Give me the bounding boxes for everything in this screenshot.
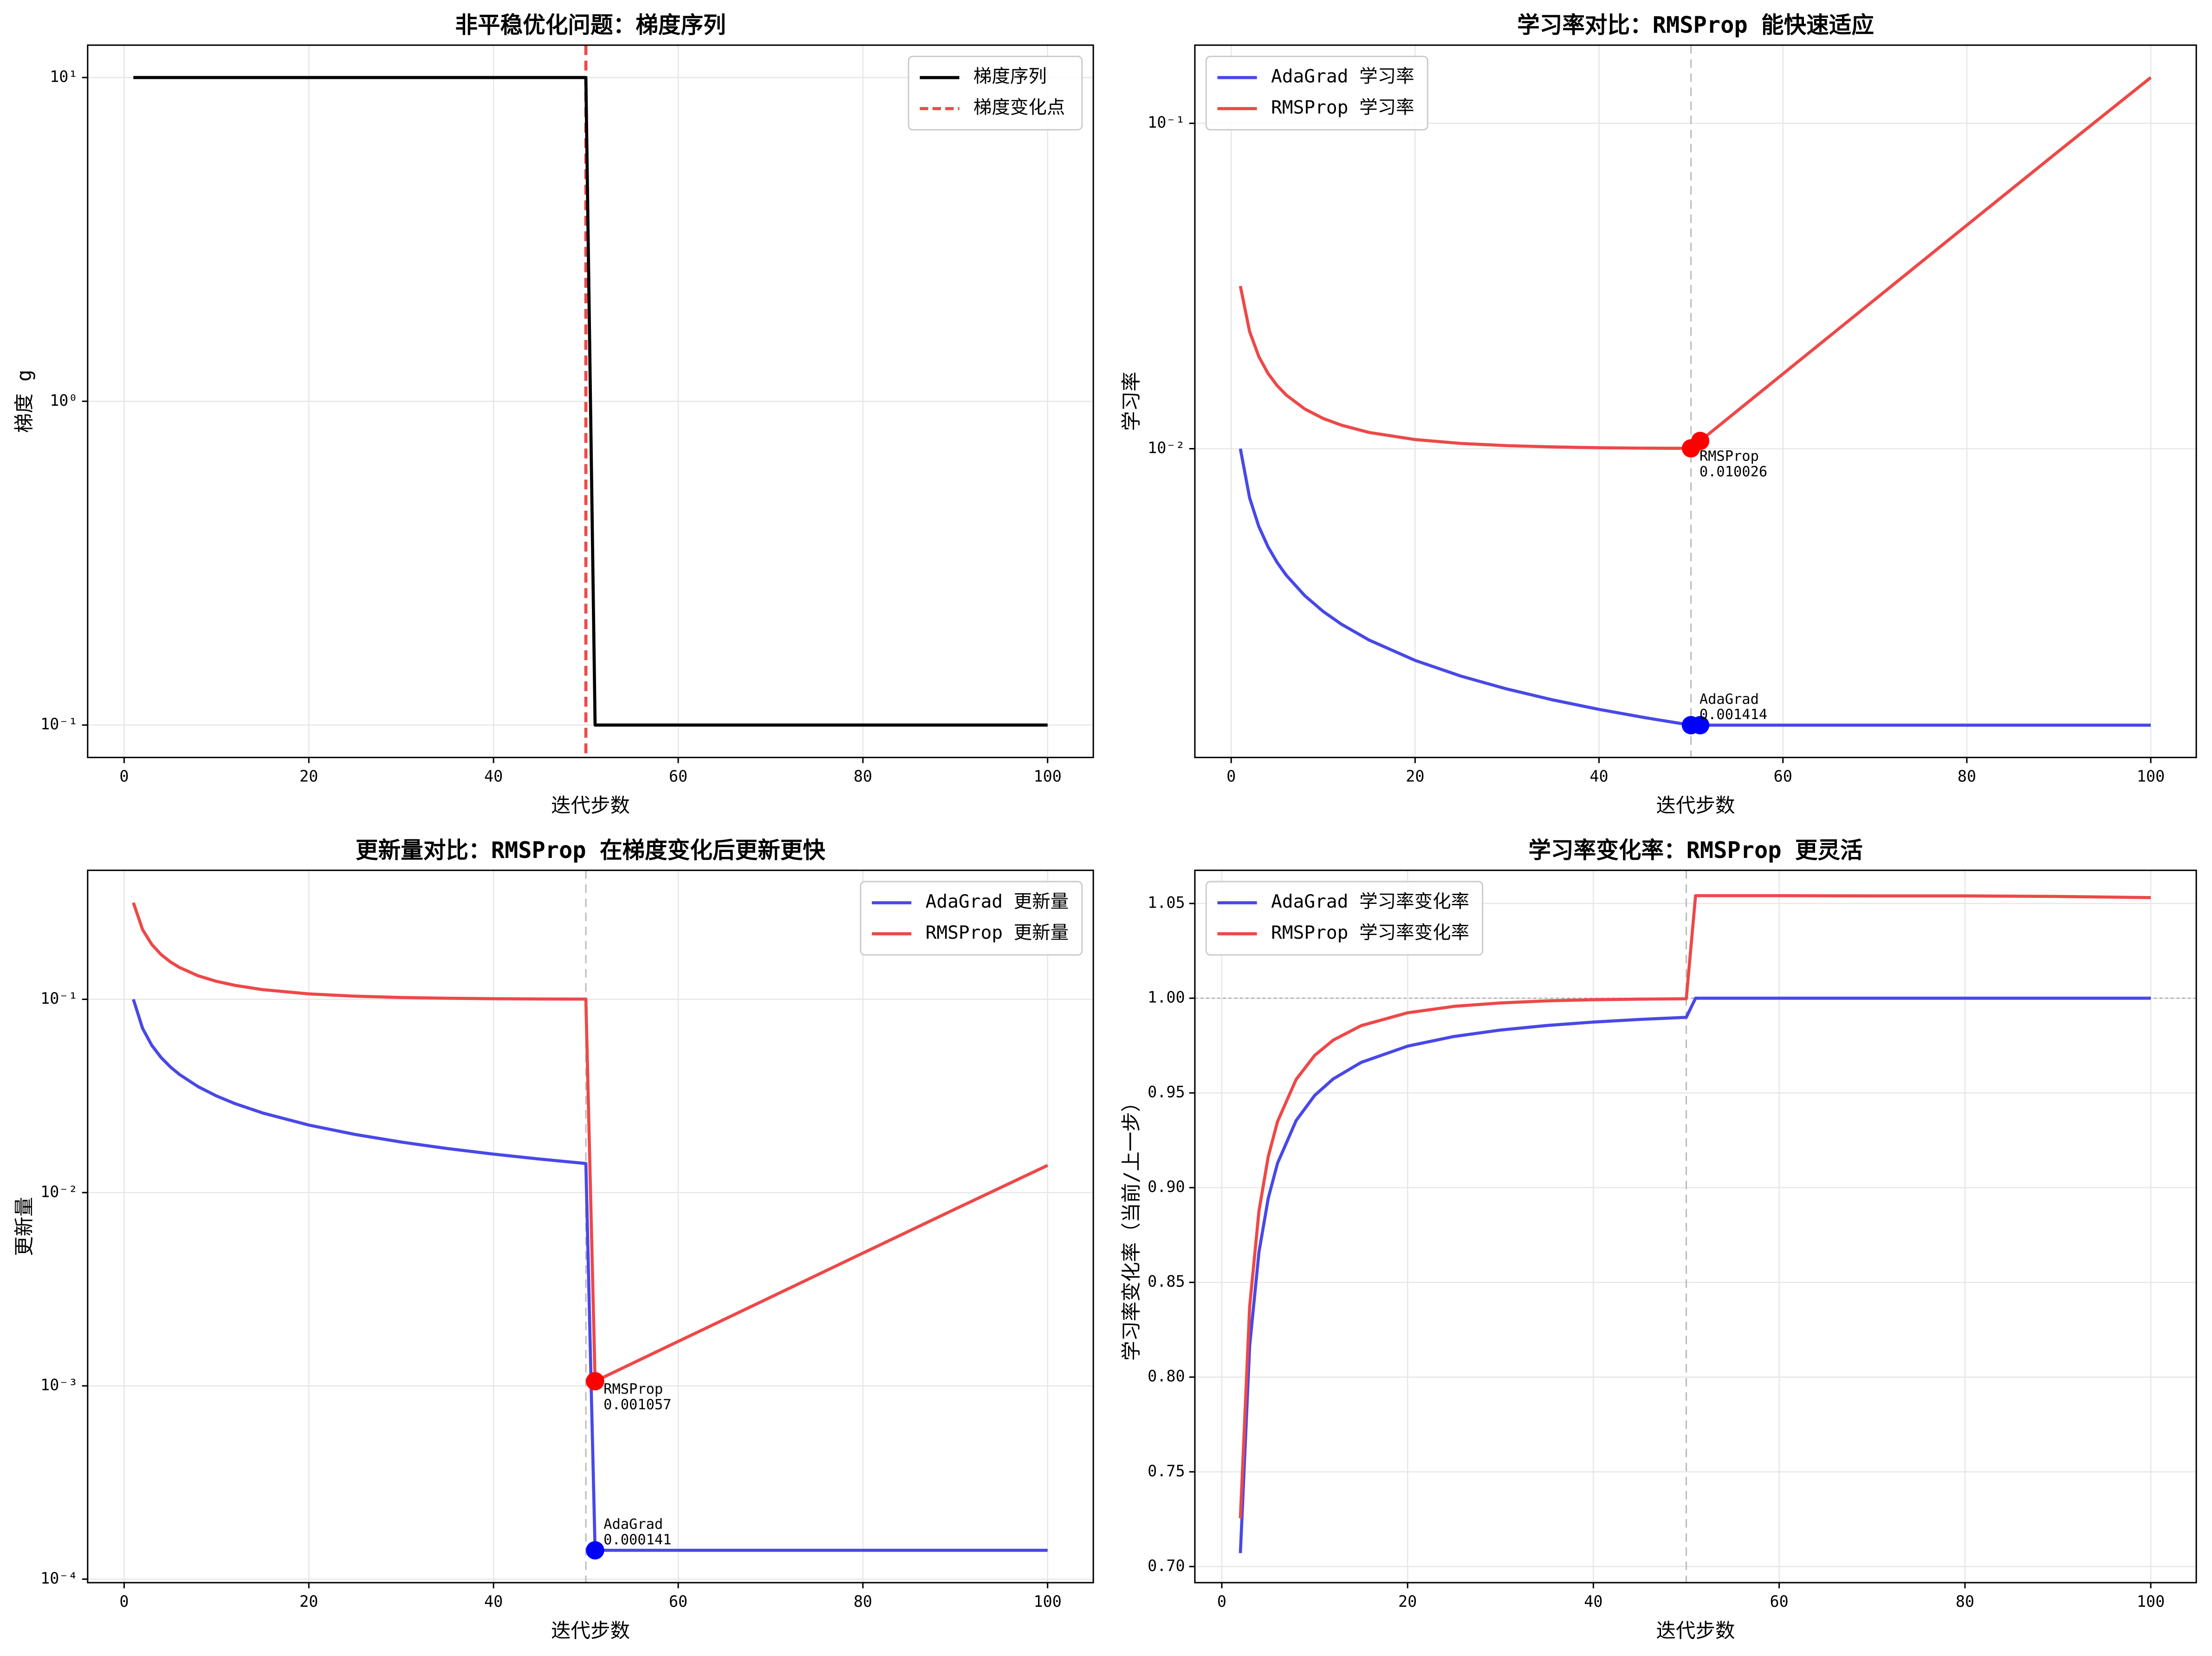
chart-title: 学习率变化率：RMSProp 更灵活 [1528,838,1862,864]
legend-label: RMSProp 更新量 [926,922,1069,943]
legend-label: AdaGrad 学习率变化率 [1271,891,1469,912]
x-axis-label: 迭代步数 [551,794,630,817]
y-axis-label: 学习率 [1121,372,1143,431]
x-axis-label: 迭代步数 [1656,1620,1735,1643]
line-series [132,902,1049,1383]
y-tick-label: 10⁻¹ [1148,113,1185,131]
x-tick-label: 60 [669,767,688,786]
legend-box [860,881,1083,956]
y-tick-label: 1.05 [1148,894,1185,912]
subplot: 0 20 40 60 80 100 0.70 0.75 0.80 0.85 0.90 0.95 1.00… [1121,838,2197,1643]
x-tick-label: 80 [1958,767,1976,786]
x-tick-label: 100 [1034,1592,1062,1611]
annotation: RMSProp [1700,448,1759,464]
x-tick-label: 60 [669,1592,688,1611]
marker [586,1372,604,1390]
y-tick-label: 0.70 [1148,1557,1185,1575]
legend-label: RMSProp 学习率变化率 [1271,922,1469,943]
x-tick-label: 60 [1774,767,1792,786]
annotation: 0.000141 [603,1532,671,1548]
plot-area [1194,45,2197,758]
x-tick-label: 40 [484,767,503,786]
x-tick-label: 0 [119,767,129,786]
annotation: 0.001057 [603,1396,671,1413]
legend-box [908,56,1083,131]
annotation: AdaGrad [1700,691,1759,708]
chart-title: 学习率对比：RMSProp 能快速适应 [1517,13,1874,39]
chart-title: 非平稳优化问题：梯度序列 [455,13,726,39]
x-tick-label: 0 [1217,1592,1226,1611]
y-tick-label: 0.95 [1148,1083,1185,1101]
x-tick-label: 60 [1770,1592,1789,1611]
x-tick-label: 20 [1398,1592,1417,1611]
x-tick-label: 0 [1226,767,1236,786]
line-series [133,76,1048,727]
x-tick-label: 100 [2137,1592,2165,1611]
legend-label: AdaGrad 更新量 [926,891,1069,912]
marker [1691,431,1710,450]
y-tick-label: 10⁻¹ [40,715,78,733]
line-series [132,999,1048,1552]
x-tick-label: 40 [1584,1592,1602,1611]
x-tick-label: 20 [1406,767,1424,786]
legend-label: 梯度序列 [973,66,1047,87]
x-axis-label: 迭代步数 [1656,794,1735,817]
legend-box [1205,881,1484,956]
x-tick-label: 40 [484,1592,503,1611]
chart-title: 更新量对比：RMSProp 在梯度变化后更新更快 [356,838,825,864]
x-tick-label: 0 [119,1592,129,1611]
marker [1691,716,1710,734]
line-series [1239,894,2151,1519]
x-tick-label: 20 [299,1592,318,1611]
x-tick-label: 20 [299,767,318,786]
line-series [1239,76,2152,450]
marker [586,1541,604,1560]
x-tick-label: 80 [854,767,872,786]
x-tick-label: 100 [2137,767,2165,786]
line-series [1239,996,2151,1553]
annotation: AdaGrad [603,1516,663,1533]
y-axis-label: 梯度 g [13,370,36,433]
y-axis-label: 学习率变化率（当前/上一步） [1121,1092,1143,1361]
y-tick-label: 10⁻² [1148,439,1185,457]
legend-label: RMSProp 学习率 [1271,97,1414,118]
y-axis-label: 更新量 [13,1197,36,1256]
y-tick-label: 10⁻⁴ [40,1569,78,1587]
x-axis-label: 迭代步数 [551,1620,630,1643]
legend-label: 梯度变化点 [973,97,1065,118]
annotation: 0.001414 [1700,707,1767,723]
x-tick-label: 80 [1956,1592,1974,1611]
y-tick-label: 1.00 [1148,988,1185,1007]
plot-frame [1194,44,2197,759]
y-tick-label: 0.85 [1148,1273,1185,1291]
y-tick-label: 10⁻² [40,1182,78,1201]
y-tick-label: 10¹ [50,67,78,85]
line-series [1239,448,2151,727]
y-tick-label: 10⁻¹ [40,989,78,1007]
x-tick-label: 80 [854,1592,872,1611]
subplot: 0 20 40 60 80 100 10⁻⁴ 10⁻³ 10⁻² 10⁻¹ RMSProp0.001… [13,838,1094,1643]
plot-frame [87,44,1094,759]
legend-box [1205,56,1428,131]
x-tick-label: 40 [1589,767,1608,786]
legend-label: AdaGrad 学习率 [1271,66,1414,87]
y-tick-label: 10⁰ [50,391,78,409]
plot-area [1194,870,2197,1583]
x-tick-label: 100 [1034,767,1062,786]
y-tick-label: 0.80 [1148,1367,1185,1385]
annotation: RMSProp [603,1381,663,1397]
y-tick-label: 10⁻³ [40,1376,78,1394]
plot-frame [1194,870,2197,1584]
plot-frame [87,870,1094,1584]
annotation: 0.010026 [1700,464,1767,480]
y-tick-label: 0.90 [1148,1178,1185,1196]
y-tick-label: 0.75 [1148,1462,1185,1480]
